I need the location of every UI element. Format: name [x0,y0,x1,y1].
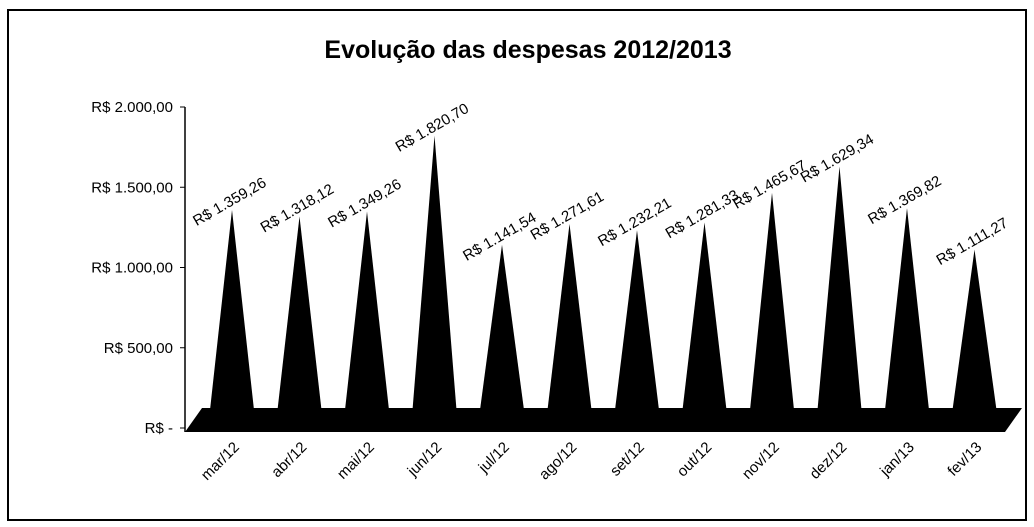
cone [210,209,254,410]
value-label: R$ 1.465,67 [730,157,809,213]
cone [615,230,659,410]
value-label: R$ 1.318,12 [258,181,337,237]
x-tick-label: mai/12 [334,439,378,483]
cone [885,208,929,410]
value-label: R$ 1.232,21 [595,195,674,251]
y-tick-label: R$ 1.500,00 [91,179,173,196]
x-tick-label: out/12 [674,439,716,481]
y-tick-label: R$ 1.000,00 [91,260,173,277]
x-tick-label: jun/12 [404,439,446,481]
chart-title: Evolução das despesas 2012/2013 [324,36,731,64]
cone [682,222,727,410]
x-tick-label: dez/12 [806,439,850,483]
value-label: R$ 1.820,70 [393,100,472,156]
x-tick-label: set/12 [607,439,648,480]
y-tick-label: R$ 2.000,00 [91,99,173,116]
value-label: R$ 1.349,26 [325,176,404,232]
value-label: R$ 1.111,27 [934,215,1011,269]
x-tick-label: abr/12 [268,439,310,481]
x-tick-label: nov/12 [739,439,783,483]
x-tick-label: fev/13 [944,439,985,480]
x-tick-label: mar/12 [198,439,243,484]
x-tick-label: jan/13 [876,439,918,481]
x-tick-label: ago/12 [536,439,580,483]
cone [412,135,457,410]
cone [277,216,322,410]
cone [547,223,592,410]
floor [185,408,1022,432]
value-label: R$ 1.369,82 [865,172,944,228]
value-label: R$ 1.281,33 [663,187,742,243]
x-tick-label: jul/12 [475,439,513,477]
y-tick-label: R$ - [145,420,173,437]
cone [817,166,862,410]
value-label: R$ 1.141,54 [460,209,539,265]
cone [750,192,794,410]
chart-border [7,9,1027,521]
y-tick-label: R$ 500,00 [104,340,173,357]
cone [480,244,524,410]
value-label: R$ 1.629,34 [798,131,877,187]
cone [345,211,389,410]
cone [952,249,997,410]
